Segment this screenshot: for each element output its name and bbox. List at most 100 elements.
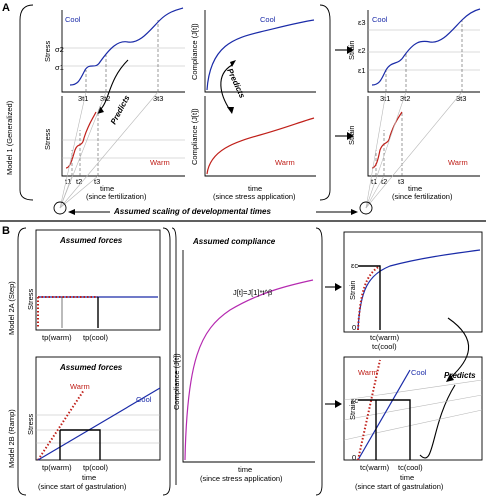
eps2-label: ε2: [358, 46, 366, 55]
model2-bracket-right: [162, 227, 171, 496]
label-cool: Cool: [65, 15, 81, 24]
tc-warm-b2: tc(warm): [360, 463, 390, 472]
x-label-since-fert-a1: (since fertilization): [86, 192, 147, 201]
b-strain-ramp-plot: Warm Cool Strain εc 0 tc(warm) tc(cool) …: [343, 356, 483, 491]
y-label-strain-2: Strain: [347, 125, 356, 145]
origin-circle-left: [53, 201, 67, 215]
x-label-time-a1: time: [100, 184, 114, 193]
y-label-stress-warm: Stress: [43, 128, 52, 150]
predicts-label-b: Predicts: [444, 371, 476, 380]
b-strain-step-plot: Strain εc 0 tc(warm) tc(cool): [343, 231, 483, 351]
eps1-label: ε1: [358, 66, 366, 75]
label-cool-comp: Cool: [260, 15, 276, 24]
strain-cool-curve: [371, 8, 481, 86]
b-compliance-plot: Assumed compliance J[t]=J[1]*t^β Complia…: [172, 237, 315, 483]
b-ramp-force-plot: Assumed forces Warm Cool Stress tp(warm)…: [26, 356, 161, 491]
x-label-since-fert-a3: (since fertilization): [392, 192, 453, 201]
y-label-stress-2a: Stress: [26, 288, 35, 310]
predicts-arrowhead-a1: [97, 106, 104, 114]
eps3-label: ε3: [358, 18, 366, 27]
x-label-time-b1: time: [82, 473, 96, 482]
b-step-force-plot: Assumed forces Stress tp(warm) tp(cool): [26, 229, 161, 342]
stress-warm-curve: [65, 111, 97, 169]
assumed-scaling-label: Assumed scaling of developmental times: [113, 207, 271, 216]
compliance-warm-curve: [206, 117, 315, 175]
tick-3t1-r: 3t1: [380, 94, 390, 103]
tp-cool-2b: tp(cool): [83, 463, 109, 472]
tick-t1-r: t1: [371, 177, 377, 186]
x-label-since-gast-b3: (since start of gastrulation): [355, 482, 444, 491]
predicts-label-a1: Predicts: [109, 93, 132, 126]
x-label-time-b3: time: [400, 473, 414, 482]
label-cool-b-strain: Cool: [411, 368, 427, 377]
label-warm-2b: Warm: [70, 382, 90, 391]
x-label-time-a2: time: [248, 184, 262, 193]
x-label-time-b2: time: [238, 465, 252, 474]
x-label-since-stress-b2: (since stress application): [200, 474, 283, 483]
tick-t1: t1: [65, 177, 71, 186]
predicts-arrow-b2: [419, 384, 456, 459]
sigma2-label: σ2: [55, 45, 64, 54]
tc-cool-b1: tc(cool): [372, 342, 397, 351]
x-label-since-stress-a2: (since stress application): [213, 192, 296, 201]
a-strain-plot: Cool Strain ε3 ε2 ε1 3t1 3t2 3t3 Strain …: [347, 8, 481, 201]
assumed-forces-2b: Assumed forces: [59, 363, 123, 372]
model2-bracket-left: [17, 227, 27, 496]
tc-cool-b2: tc(cool): [398, 463, 423, 472]
tick-t2-r: t2: [381, 177, 387, 186]
x-label-since-gast-b1: (since start of gastrulation): [38, 482, 127, 491]
model1-label: Model 1 (Generalized): [5, 100, 14, 175]
a-compliance-plot: Cool Compliance (J[t]) Warm Compliance (…: [190, 10, 316, 201]
assumed-compliance-label: Assumed compliance: [192, 237, 276, 246]
model1-bracket-right: [319, 4, 331, 201]
model2b-label: Model 2B (Ramp): [7, 409, 16, 468]
y-label-strain: Strain: [347, 40, 356, 60]
a-stress-warm-plot: Stress Warm t1 t2 t3 time (since fertili…: [43, 96, 185, 201]
label-cool-strain: Cool: [372, 15, 388, 24]
y-label-strain-b1: Strain: [348, 280, 357, 300]
panel-a-letter: A: [2, 2, 10, 14]
x-label-time-a3: time: [408, 184, 422, 193]
label-warm-strain: Warm: [448, 158, 468, 167]
tc-warm-b1: tc(warm): [370, 333, 400, 342]
scaling-lines-right: [365, 91, 463, 209]
zero-b1: 0: [352, 323, 356, 332]
tick-3t1: 3t1: [78, 94, 88, 103]
compliance-power-curve: [184, 279, 314, 461]
eps-c-b1: εc: [351, 261, 358, 270]
label-warm-b-strain: Warm: [358, 368, 378, 377]
label-warm: Warm: [150, 158, 170, 167]
tp-warm-2a: tp(warm): [42, 333, 72, 342]
formula-label: J[t]=J[1]*t^β: [233, 288, 273, 297]
predicts-arrow-b1: [447, 317, 470, 379]
y-label-strain-b2: Strain: [348, 400, 357, 420]
eps-c-b2: εc: [351, 396, 358, 405]
predicts-arrowhead-a2: [227, 107, 234, 114]
compliance-cool-curve: [206, 19, 315, 91]
y-label-stress: Stress: [43, 40, 52, 62]
tick-t2: t2: [76, 177, 82, 186]
y-label-compliance: Compliance (J[t]): [190, 23, 199, 80]
predicts-arrow-a1: [99, 59, 129, 111]
label-cool-2b: Cool: [136, 395, 152, 404]
a-stress-cool-plot: Cool Stress σ1 σ2 3t1 3t2 3t3: [43, 7, 185, 103]
panel-b-letter: B: [2, 225, 10, 237]
stress-cool-curve: [69, 7, 184, 86]
tick-3t2: 3t2: [100, 94, 110, 103]
tick-t3-r: t3: [398, 177, 404, 186]
strain-warm-curve: [371, 111, 403, 169]
model1-bracket-left: [19, 4, 34, 201]
model2a-label: Model 2A (Step): [7, 281, 16, 335]
assumed-forces-2a: Assumed forces: [59, 236, 123, 245]
tp-cool-2a: tp(cool): [83, 333, 109, 342]
tick-3t3-r: 3t3: [456, 94, 466, 103]
tick-3t3: 3t3: [153, 94, 163, 103]
origin-circle-right: [359, 201, 373, 215]
zero-b2: 0: [352, 453, 356, 462]
tick-t3: t3: [94, 177, 100, 186]
y-label-compliance-b: Compliance (J[t]): [172, 353, 181, 410]
y-label-compliance-2: Compliance (J[t]): [190, 108, 199, 165]
sigma1-label: σ1: [55, 63, 64, 72]
tp-warm-2b: tp(warm): [42, 463, 72, 472]
